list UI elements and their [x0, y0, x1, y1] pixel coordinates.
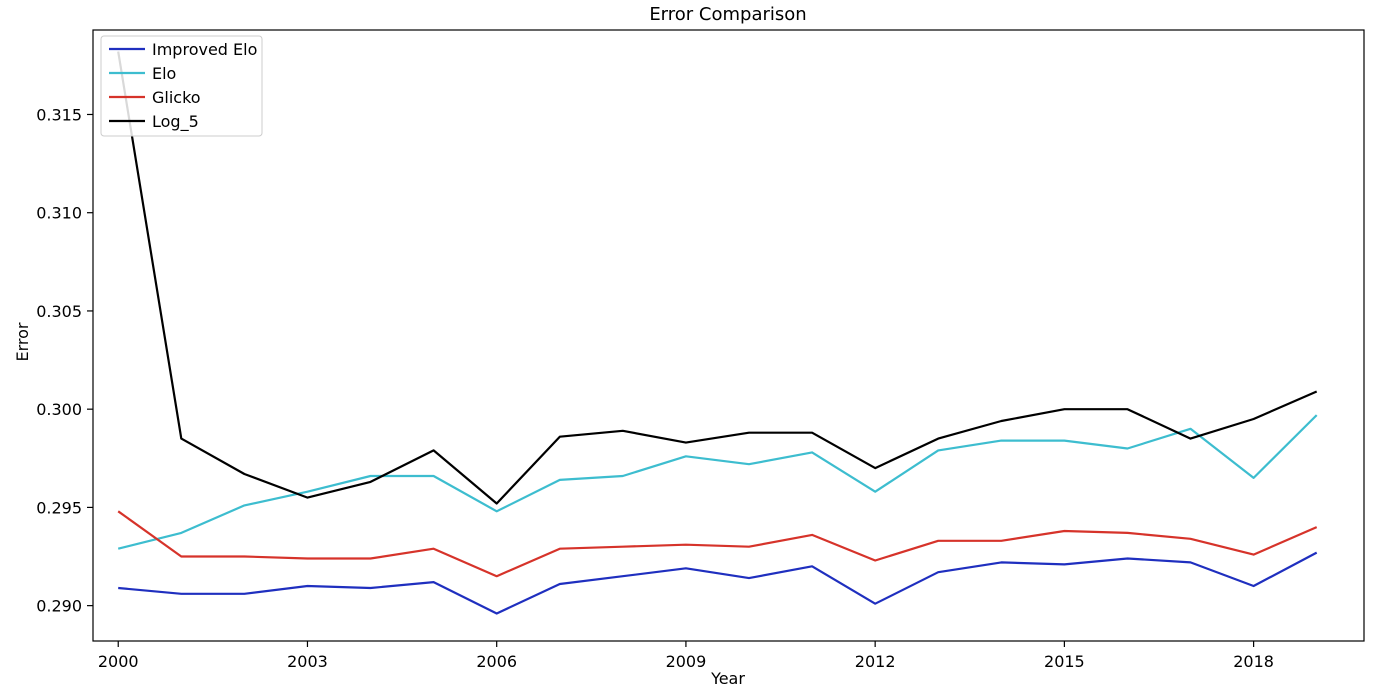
y-axis-label: Error [13, 322, 32, 361]
y-tick-label: 0.305 [36, 302, 82, 321]
x-tick-label: 2012 [855, 652, 896, 671]
y-tick-label: 0.310 [36, 204, 82, 223]
series-line-improved-elo [118, 551, 1318, 615]
y-tick-label: 0.315 [36, 105, 82, 124]
plot-area [92, 29, 1365, 642]
x-axis: 2000 2003 2006 2009 2012 2015 2018 [98, 641, 1274, 671]
y-tick-label: 0.290 [36, 597, 82, 616]
x-tick-label: 2003 [287, 652, 328, 671]
legend-label: Elo [152, 64, 176, 83]
series-line-glicko [117, 510, 1318, 578]
x-tick-label: 2009 [666, 652, 707, 671]
x-tick-label: 2015 [1044, 652, 1085, 671]
y-axis: 0.290 0.295 0.300 0.305 0.310 0.315 [36, 105, 93, 616]
x-tick-label: 2006 [476, 652, 517, 671]
y-tick-label: 0.300 [36, 400, 82, 419]
x-tick-label: 2018 [1233, 652, 1274, 671]
x-tick-label: 2000 [98, 652, 139, 671]
legend-label: Glicko [152, 88, 201, 107]
legend: Improved Elo Elo Glicko Log_5 [100, 35, 263, 137]
x-axis-label: Year [710, 669, 745, 685]
legend-box [100, 35, 263, 137]
series-lines [117, 51, 1318, 615]
series-line-log-5 [117, 51, 1318, 505]
legend-label: Improved Elo [152, 40, 257, 59]
series-line-elo [117, 414, 1318, 550]
chart-title: Error Comparison [649, 4, 806, 25]
y-tick-label: 0.295 [36, 498, 82, 517]
legend-label: Log_5 [152, 112, 199, 132]
